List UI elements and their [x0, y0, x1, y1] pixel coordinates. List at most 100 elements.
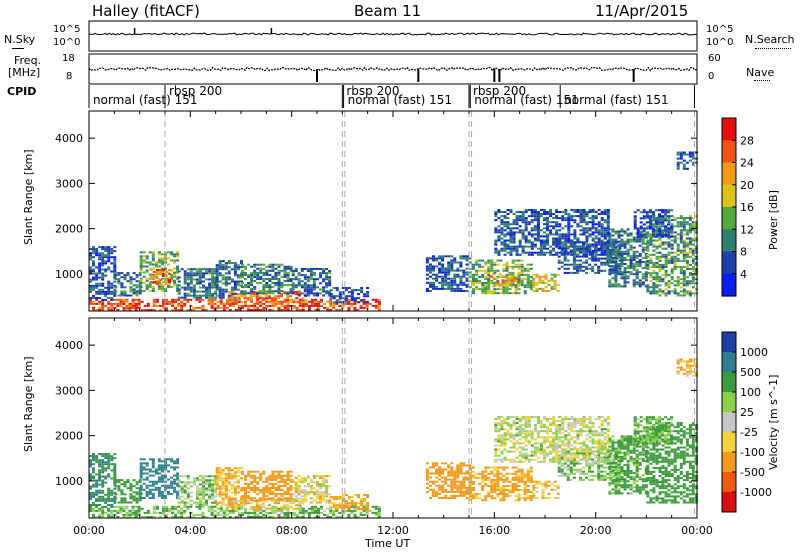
heatmap-cell [493, 284, 497, 287]
heatmap-cell [183, 483, 187, 486]
heatmap-cell [95, 254, 99, 257]
heatmap-cell [176, 476, 180, 479]
heatmap-cell [322, 477, 326, 479]
heatmap-cell [618, 247, 622, 250]
heatmap-cell [499, 288, 503, 291]
heatmap-cell [691, 270, 695, 272]
heatmap-cell [450, 261, 454, 264]
heatmap-cell [651, 227, 655, 230]
heatmap-cell [270, 299, 274, 302]
heatmap-cell [425, 277, 429, 280]
heatmap-cell [173, 275, 177, 278]
heatmap-cell [301, 306, 305, 309]
heatmap-cell [289, 506, 293, 509]
heatmap-cell [344, 509, 348, 512]
heatmap-cell [192, 483, 196, 486]
heatmap-cell [635, 275, 639, 278]
heatmap-cell [122, 507, 126, 510]
heatmap-cell [325, 272, 329, 275]
heatmap-cell [646, 290, 650, 293]
heatmap-cell [176, 492, 180, 495]
heatmap-cell [303, 477, 307, 479]
heatmap-cell [611, 267, 615, 270]
heatmap-cell [354, 502, 357, 505]
heatmap-cell [162, 306, 165, 309]
heatmap-cell [691, 237, 695, 240]
heatmap-cell [255, 502, 259, 505]
heatmap-cell [611, 271, 615, 274]
heatmap-cell [521, 221, 525, 224]
heatmap-cell [506, 209, 510, 211]
heatmap-cell [603, 233, 607, 236]
heatmap-cell [620, 259, 624, 261]
heatmap-cell [614, 240, 618, 243]
heatmap-cell [113, 477, 117, 480]
heatmap-cell [230, 487, 234, 490]
heatmap-cell [512, 221, 516, 224]
heatmap-cell [536, 215, 540, 218]
heatmap-cell [205, 489, 208, 492]
heatmap-cell [332, 506, 336, 509]
heatmap-cell [503, 243, 507, 246]
heatmap-cell [498, 273, 502, 276]
heatmap-cell [123, 485, 127, 488]
heatmap-cell [529, 263, 533, 266]
heatmap-cell [259, 497, 263, 500]
nsky-legend-line [12, 48, 24, 49]
heatmap-cell [484, 292, 488, 295]
heatmap-cell [505, 292, 509, 295]
heatmap-cell [317, 513, 320, 516]
heatmap-cell [98, 516, 102, 518]
heatmap-cell [555, 223, 559, 226]
heatmap-cell [286, 297, 290, 300]
heatmap-cell [500, 215, 504, 218]
heatmap-cell [289, 480, 293, 483]
heatmap-cell [576, 223, 580, 226]
heatmap-cell [588, 211, 592, 213]
heatmap-cell [626, 265, 630, 268]
heatmap-cell [176, 267, 180, 270]
heatmap-cell [227, 471, 231, 474]
power-panel-frame [88, 110, 698, 312]
heatmap-cell [304, 293, 308, 296]
heatmap-cell [654, 209, 658, 212]
heatmap-cell [221, 477, 225, 480]
heatmap-cell [265, 485, 269, 487]
heatmap-cell [541, 290, 545, 292]
heatmap-cell [98, 290, 102, 293]
heatmap-cell [510, 281, 514, 284]
heatmap-cell [271, 269, 275, 272]
heatmap-cell [262, 491, 266, 494]
heatmap-cell [244, 284, 247, 287]
heatmap-cell [597, 213, 601, 215]
heatmap-cell [215, 266, 219, 269]
heatmap-cell [320, 298, 323, 301]
heatmap-cell [139, 259, 143, 262]
heatmap-cell [283, 265, 287, 268]
heatmap-cell [148, 468, 152, 471]
heatmap-cell [673, 237, 677, 240]
heatmap-cell [597, 223, 601, 226]
heatmap-cell [322, 280, 326, 283]
heatmap-cell [286, 511, 290, 514]
heatmap-cell [289, 470, 293, 473]
heatmap-cell [110, 489, 114, 492]
heatmap-cell [244, 495, 247, 498]
heatmap-cell [314, 309, 317, 311]
heatmap-cell [664, 231, 668, 234]
heatmap-cell [629, 246, 633, 249]
heatmap-cell [294, 487, 298, 490]
heatmap-cell [292, 513, 296, 516]
heatmap-cell [294, 268, 298, 270]
heatmap-cell [107, 475, 111, 478]
heatmap-cell [664, 292, 668, 295]
heatmap-cell [353, 509, 357, 512]
heatmap-cell [98, 276, 102, 279]
heatmap-cell [685, 243, 689, 246]
heatmap-cell [271, 472, 275, 475]
heatmap-cell [101, 483, 105, 486]
heatmap-cell [176, 472, 180, 475]
heatmap-cell [447, 277, 451, 280]
heatmap-cell [573, 229, 577, 232]
heatmap-cell [170, 466, 174, 469]
